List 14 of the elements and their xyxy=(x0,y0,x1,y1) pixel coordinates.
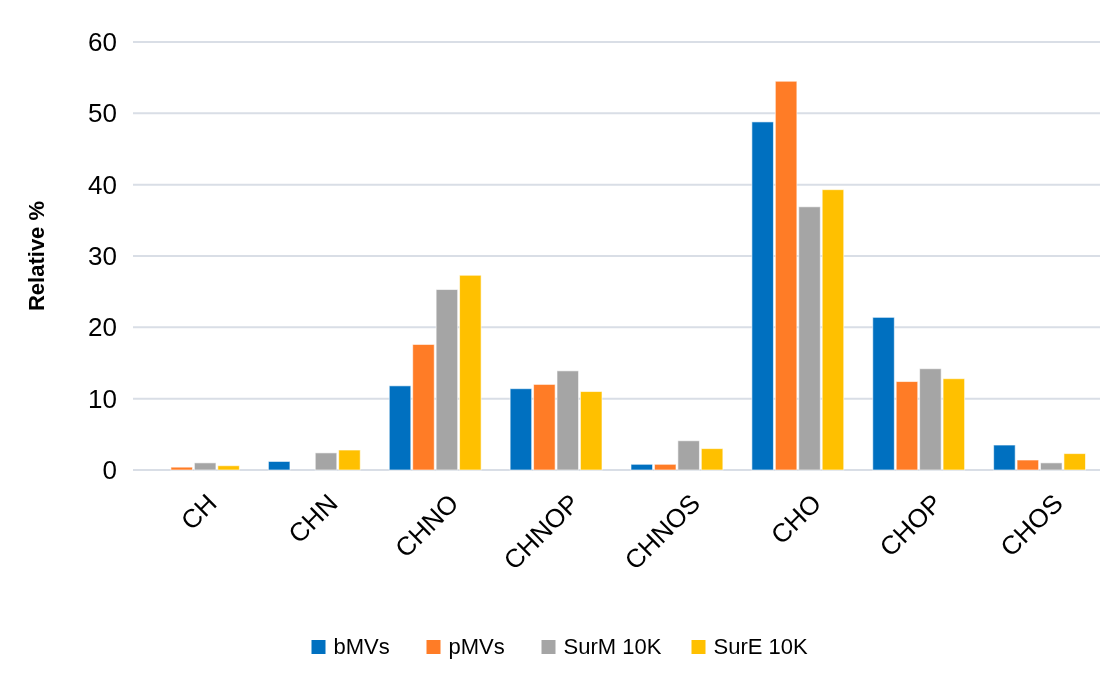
y-tick-label: 0 xyxy=(102,455,117,486)
legend-label: pMVs xyxy=(448,634,505,659)
y-tick-label: 50 xyxy=(88,98,117,129)
y-axis-title: Relative % xyxy=(24,200,49,312)
bar xyxy=(267,460,291,471)
x-tick-label: CH xyxy=(174,487,223,536)
legend-label: SurE 10K xyxy=(713,634,808,659)
y-tick-label: 10 xyxy=(88,383,117,414)
y-tick-label: 60 xyxy=(88,27,117,58)
legend-label: SurM 10K xyxy=(563,634,662,659)
legend-label: bMVs xyxy=(333,634,390,659)
y-tick-label: 30 xyxy=(88,241,117,272)
y-tick-label: 20 xyxy=(88,312,117,343)
y-tick-label: 40 xyxy=(88,169,117,200)
